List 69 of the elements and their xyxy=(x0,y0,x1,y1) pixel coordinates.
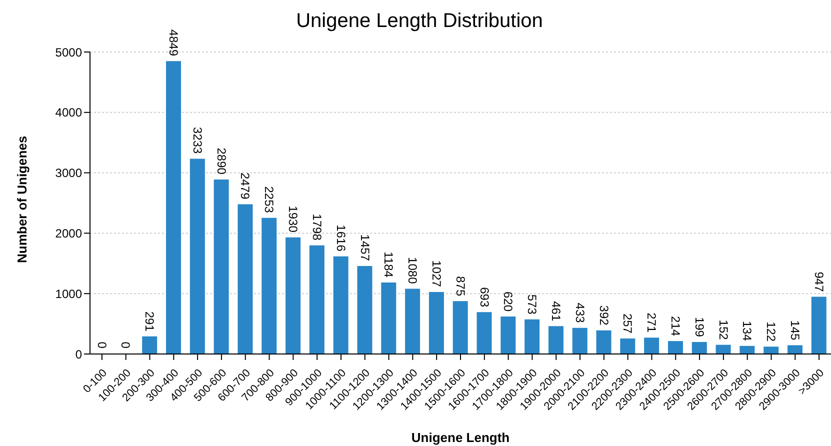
data-label: 291 xyxy=(142,311,157,332)
data-label: 1616 xyxy=(334,224,348,252)
data-label: 145 xyxy=(788,320,802,341)
bar xyxy=(596,330,612,354)
bar xyxy=(572,328,588,354)
data-label: 0 xyxy=(118,342,133,349)
bar xyxy=(716,344,731,354)
bar xyxy=(476,312,492,354)
data-label: 122 xyxy=(764,322,778,342)
data-label: 199 xyxy=(692,316,706,338)
data-label: 947 xyxy=(812,272,826,292)
bar xyxy=(166,61,182,354)
bar xyxy=(524,319,540,354)
data-label: 0 xyxy=(94,342,109,349)
bar xyxy=(142,336,158,354)
data-label: 1930 xyxy=(286,206,300,233)
bar xyxy=(692,342,707,354)
bar xyxy=(811,296,826,354)
bar xyxy=(381,282,396,354)
data-label: 3233 xyxy=(190,127,204,154)
bar xyxy=(428,292,444,354)
data-label: 1184 xyxy=(382,252,396,278)
data-label: 1080 xyxy=(406,257,420,284)
data-label: 2890 xyxy=(214,148,228,175)
bar xyxy=(333,256,348,354)
data-label: 1027 xyxy=(429,260,444,288)
data-label: 433 xyxy=(572,302,587,324)
data-label: 2479 xyxy=(238,172,252,200)
bar xyxy=(644,338,660,354)
bar xyxy=(357,266,372,354)
chart-title: Unigene Length Distribution xyxy=(296,10,543,32)
y-tick-label: 1000 xyxy=(55,286,82,301)
y-tick-label: 4000 xyxy=(55,106,82,120)
data-label: 1798 xyxy=(310,214,324,241)
data-label: 693 xyxy=(477,287,492,308)
bar xyxy=(764,346,779,354)
bar xyxy=(620,338,636,354)
x-axis-title: Unigene Length xyxy=(411,430,510,445)
bar xyxy=(214,179,229,354)
data-label: 620 xyxy=(501,292,516,312)
bar xyxy=(668,341,683,354)
y-tick-label: 3000 xyxy=(55,166,82,180)
data-label: 1457 xyxy=(358,234,372,262)
y-axis-title: Number of Unigenes xyxy=(14,136,30,263)
y-tick-label: 2000 xyxy=(55,226,82,240)
data-label: 134 xyxy=(740,320,754,342)
bar xyxy=(548,326,564,354)
data-label: 4849 xyxy=(166,29,181,56)
bar xyxy=(309,245,324,354)
data-label: 152 xyxy=(716,320,730,340)
bar xyxy=(452,301,468,354)
bar xyxy=(740,346,755,354)
y-tick-label: 5000 xyxy=(55,45,82,60)
bar xyxy=(787,345,802,354)
data-label: 214 xyxy=(668,316,682,336)
y-tick-label: 0 xyxy=(75,347,82,362)
data-label: 257 xyxy=(620,313,635,334)
data-label: 271 xyxy=(644,312,659,333)
data-label: 573 xyxy=(525,294,540,315)
data-label: 2253 xyxy=(262,186,276,214)
bar xyxy=(190,158,205,354)
bar xyxy=(262,218,277,354)
bar xyxy=(405,288,420,354)
data-label: 392 xyxy=(596,305,611,326)
bar xyxy=(238,204,253,354)
data-label: 875 xyxy=(453,276,468,296)
data-label: 461 xyxy=(548,301,563,322)
bar xyxy=(286,237,301,354)
bar xyxy=(500,316,516,354)
